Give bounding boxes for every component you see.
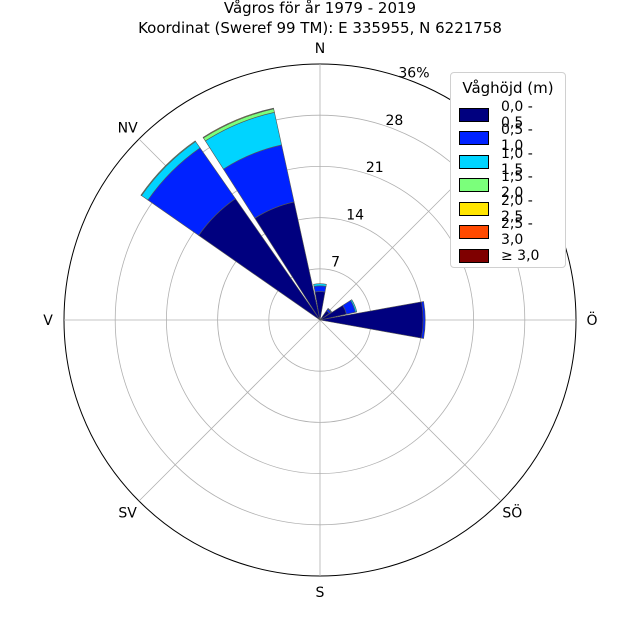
legend-label: 1,5 - 2,0 [501, 169, 533, 202]
legend-label: ≥ 3,0 [501, 247, 540, 264]
radial-tick-label: 28 [385, 113, 403, 129]
direction-label: NV [118, 121, 138, 137]
bar-segment [319, 301, 424, 339]
legend-label: 2,5 - 3,0 [501, 216, 533, 249]
radial-tick-label: 36% [398, 65, 429, 81]
direction-label: S [316, 585, 325, 601]
direction-label: SÖ [502, 503, 522, 521]
legend-item: 1,0 - 1,5 [459, 146, 557, 178]
radial-tick-label: 21 [366, 160, 384, 176]
bar-segment [202, 107, 275, 139]
legend-item: 0,5 - 1,0 [459, 122, 557, 154]
legend-swatch [459, 107, 489, 122]
legend-label: 0,5 - 1,0 [501, 122, 533, 155]
legend-label: 1,0 - 1,5 [501, 145, 533, 178]
bar-segment [327, 307, 333, 313]
legend-label: 0,0 - 0,5 [501, 98, 533, 131]
direction-label: N [315, 41, 325, 57]
grid-spoke [138, 319, 321, 502]
legend-swatch [459, 225, 489, 240]
legend-item: 0,0 - 0,5 [459, 99, 557, 131]
legend-item: 1,5 - 2,0 [459, 169, 557, 201]
direction-label: SV [118, 505, 137, 521]
direction-label: Ö [586, 311, 597, 329]
bar-segment [421, 301, 426, 339]
legend-item: 2,5 - 3,0 [459, 216, 557, 248]
chart-title: Vågros för år 1979 - 2019 [223, 0, 417, 17]
bar-segment [140, 140, 196, 196]
radial-tick-label: 7 [331, 255, 340, 271]
legend-label: 2,0 - 2,5 [501, 192, 533, 225]
legend-swatch [459, 201, 489, 216]
bar-segment [313, 285, 327, 293]
chart-subtitle: Koordinat (Sweref 99 TM): E 335955, N 62… [138, 19, 502, 37]
legend-swatch [459, 248, 489, 263]
legend-item: ≥ 3,0 [459, 244, 557, 268]
radial-tick-label: 14 [346, 207, 364, 223]
direction-label: V [43, 313, 53, 329]
legend-item: 2,0 - 2,5 [459, 193, 557, 225]
legend-swatch [459, 131, 489, 146]
legend-swatch [459, 154, 489, 169]
legend-swatch [459, 178, 489, 193]
grid-spoke [319, 319, 502, 502]
bar-segment [350, 299, 358, 313]
legend: Våghöjd (m) 0,0 - 0,5 0,5 - 1,0 1,0 - 1,… [450, 72, 566, 268]
legend-title: Våghöjd (m) [462, 79, 554, 97]
bar-segment [313, 283, 327, 287]
